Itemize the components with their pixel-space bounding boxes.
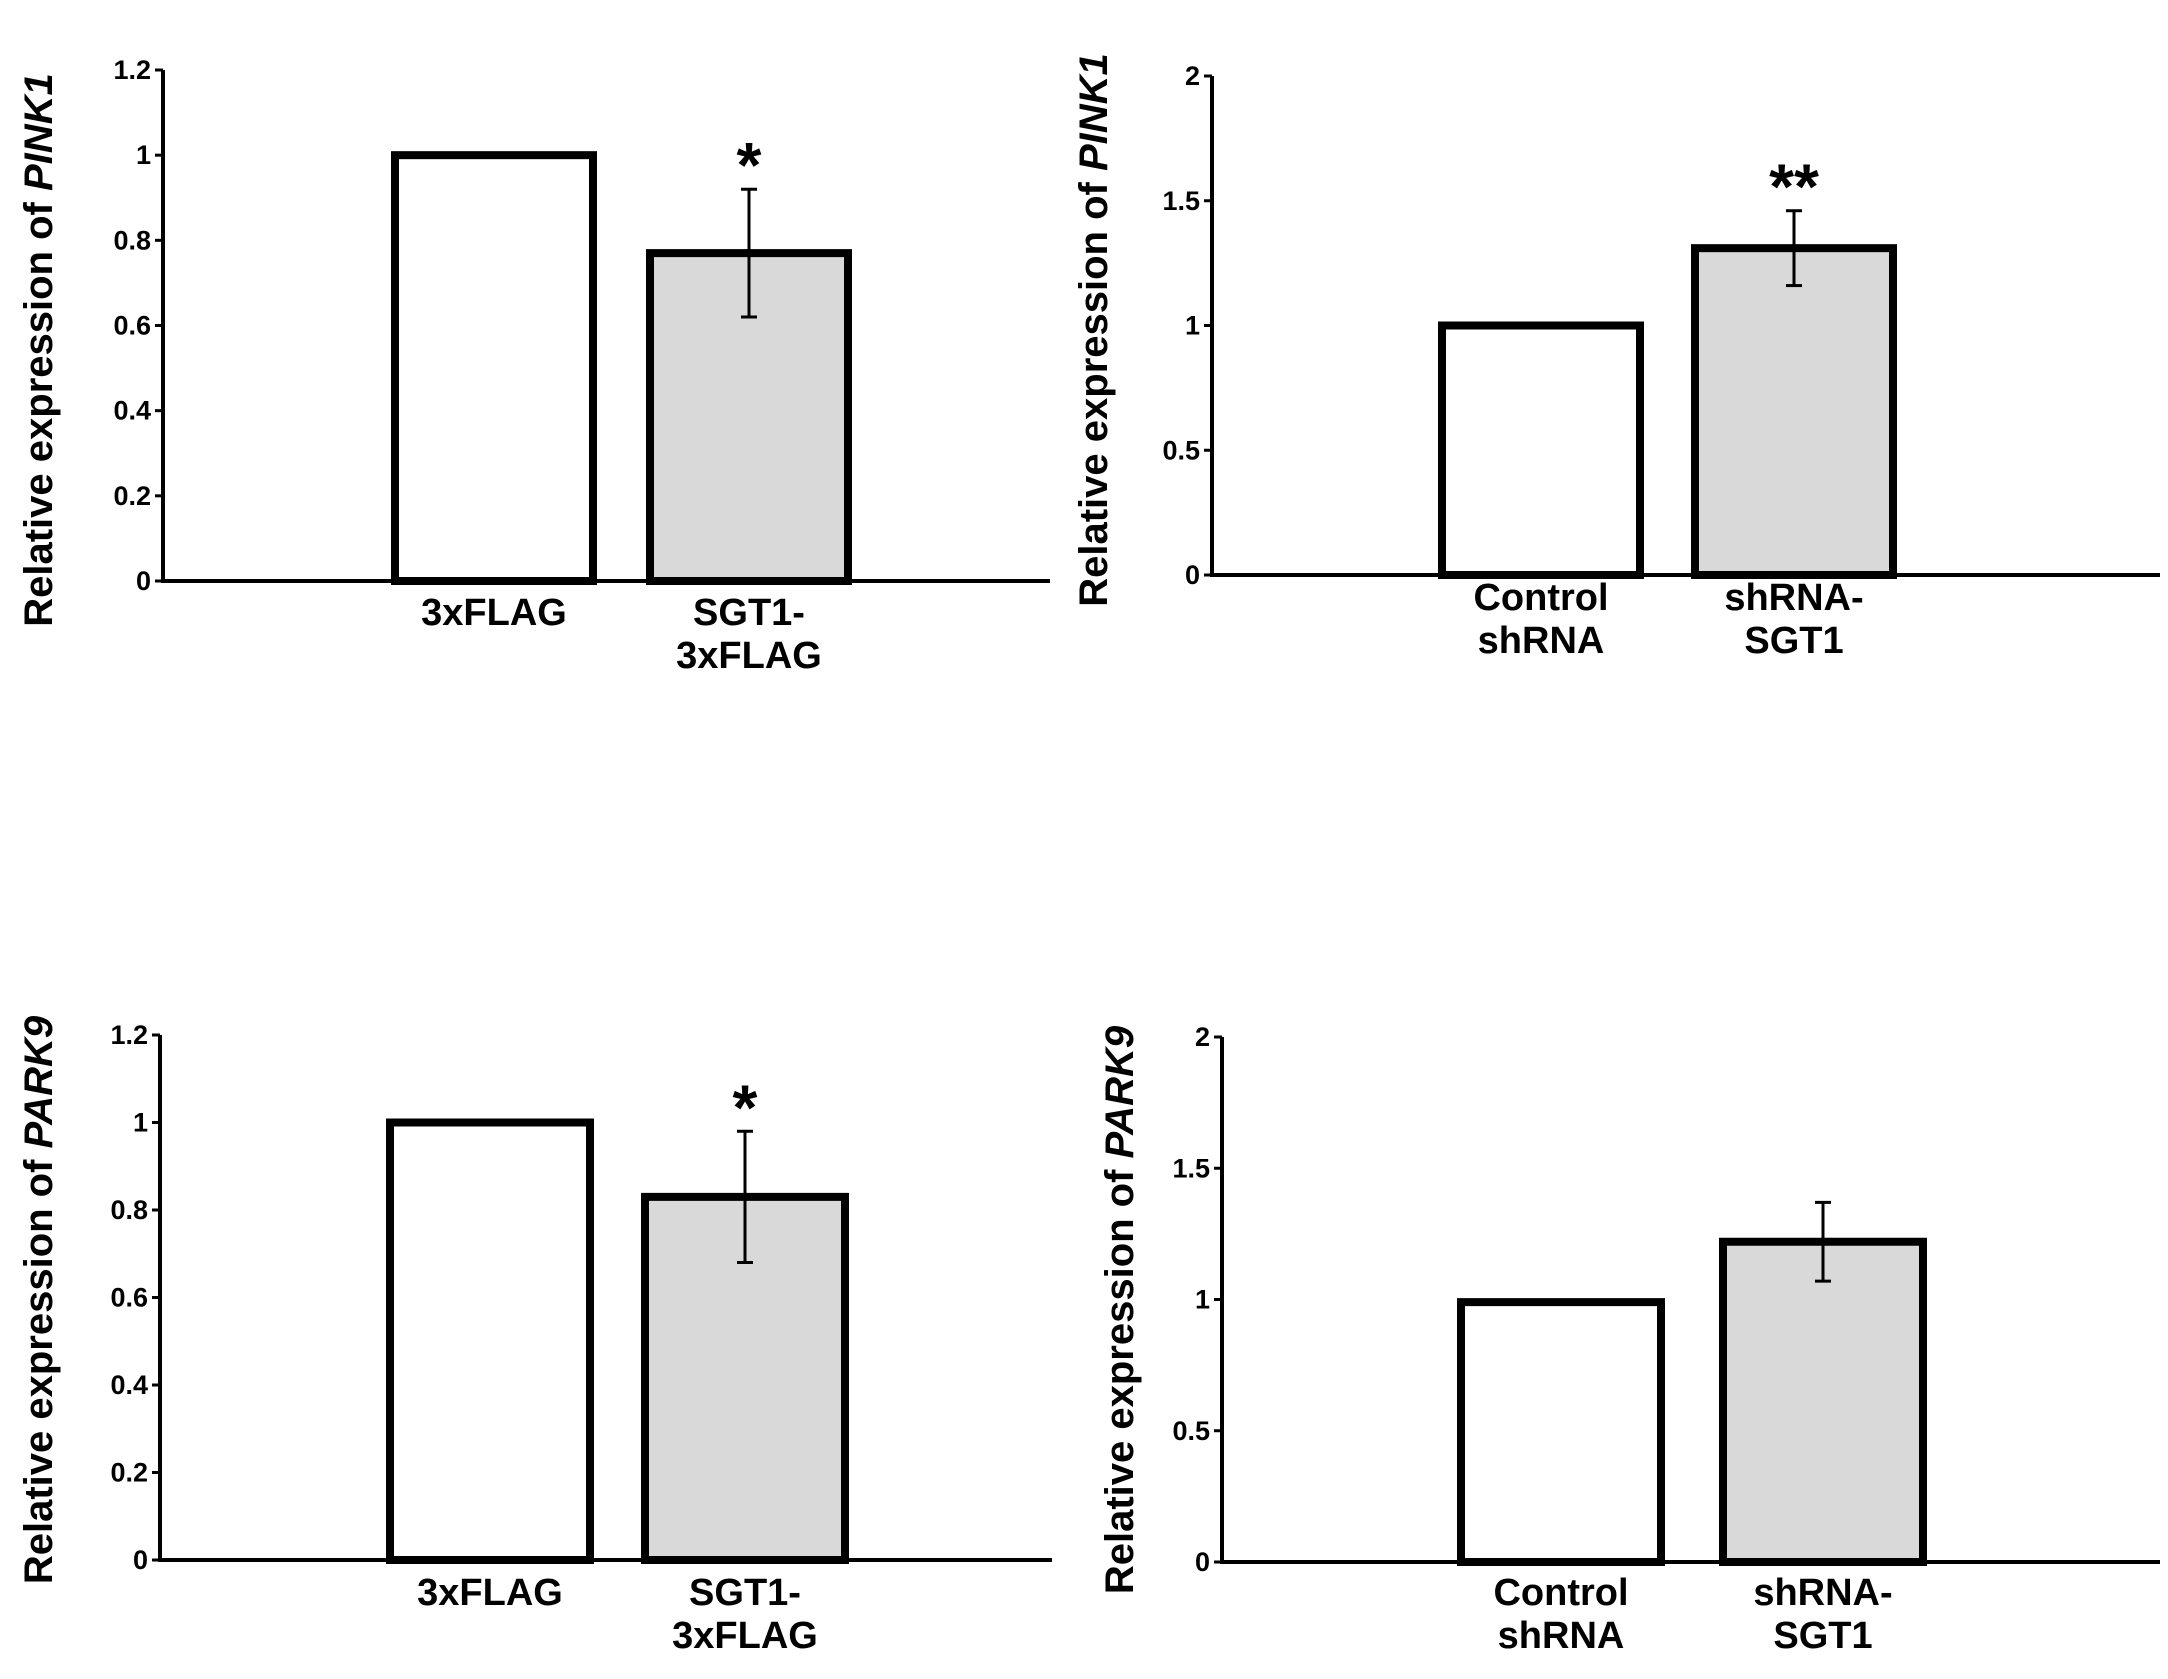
y-tick-label: 1.2 <box>113 55 151 85</box>
significance-marker: * <box>733 1071 758 1143</box>
y-tick-label: 1 <box>136 140 151 170</box>
y-tick-label: 0.2 <box>110 1458 148 1488</box>
x-category-label: SGT1- <box>689 1572 801 1614</box>
bar-1 <box>1438 321 1644 579</box>
x-category-label: SGT1 <box>1744 620 1843 662</box>
significance-marker: * <box>737 129 762 201</box>
x-category-label: 3xFLAG <box>421 592 567 634</box>
y-axis-label: Relative expression of PINK1 <box>17 73 61 627</box>
y-axis-label-gene: PINK1 <box>17 73 61 191</box>
y-axis-label-text: Relative expression of <box>17 191 61 627</box>
y-tick-label: 0.4 <box>113 396 151 426</box>
y-axis-label-text: Relative expression of <box>1098 1158 1142 1594</box>
y-tick-label: 0.2 <box>113 481 151 511</box>
x-category-label: shRNA- <box>1724 577 1863 619</box>
bar-1 <box>391 151 597 586</box>
x-category-label: Control <box>1473 577 1608 619</box>
y-tick-label: 1 <box>133 1108 148 1138</box>
bar-1 <box>386 1118 594 1564</box>
x-category-label: 3xFLAG <box>676 635 822 677</box>
y-axis-label: Relative expression of PARK9 <box>1098 1025 1142 1594</box>
x-category-label: shRNA <box>1478 620 1605 662</box>
y-tick-label: 0 <box>136 566 151 596</box>
y-tick-label: 2 <box>1185 61 1200 91</box>
y-axis-label: Relative expression of PARK9 <box>17 1015 61 1584</box>
y-tick-label: 1 <box>1195 1285 1210 1315</box>
x-category-label: shRNA- <box>1753 1572 1892 1614</box>
y-tick-label: 0.6 <box>113 311 151 341</box>
y-tick-label: 0.4 <box>110 1370 148 1400</box>
y-tick-label: 0.5 <box>1172 1416 1210 1446</box>
y-tick-label: 0 <box>133 1545 148 1575</box>
y-axis-label-text: Relative expression of <box>1072 171 1116 607</box>
y-tick-label: 0.6 <box>110 1283 148 1313</box>
x-category-label: 3xFLAG <box>672 1615 818 1657</box>
y-tick-label: 0.8 <box>110 1195 148 1225</box>
y-tick-label: 1.2 <box>110 1020 148 1050</box>
y-axis-label-gene: PARK9 <box>17 1015 61 1148</box>
bar-1 <box>1457 1298 1665 1566</box>
x-category-label: SGT1 <box>1773 1615 1872 1657</box>
x-category-label: 3xFLAG <box>417 1572 563 1614</box>
y-axis-label-text: Relative expression of <box>17 1148 61 1584</box>
significance-marker: ** <box>1769 151 1819 223</box>
x-category-label: Control <box>1493 1572 1628 1614</box>
y-tick-label: 0 <box>1185 560 1200 590</box>
y-tick-label: 1 <box>1185 311 1200 341</box>
x-category-label: SGT1- <box>693 592 805 634</box>
bar-2 <box>1691 244 1897 579</box>
y-tick-label: 0.8 <box>113 225 151 255</box>
y-tick-label: 1.5 <box>1162 186 1200 216</box>
y-tick-label: 1.5 <box>1172 1153 1210 1183</box>
y-axis-label-gene: PINK1 <box>1072 53 1116 171</box>
bar-2 <box>1719 1237 1927 1566</box>
y-tick-label: 0 <box>1195 1547 1210 1577</box>
y-axis-label: Relative expression of PINK1 <box>1072 53 1116 607</box>
y-tick-label: 0.5 <box>1162 435 1200 465</box>
y-axis-label-gene: PARK9 <box>1098 1025 1142 1158</box>
y-tick-label: 2 <box>1195 1022 1210 1052</box>
x-category-label: shRNA <box>1498 1615 1625 1657</box>
